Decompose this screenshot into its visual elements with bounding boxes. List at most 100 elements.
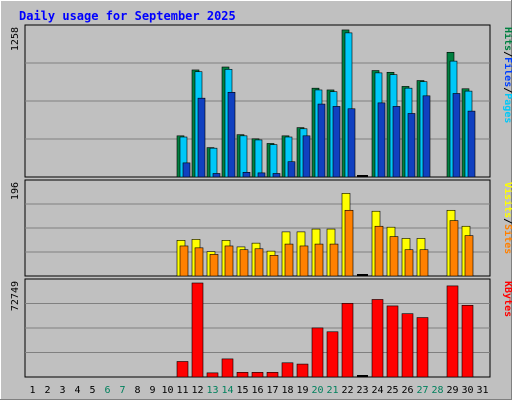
bar-visits-sites-sites-day-22	[344, 209, 354, 277]
bar-hits-files-pages-pages-day-18	[287, 161, 296, 178]
bar-hits-files-pages-pages-day-30	[467, 110, 476, 178]
bar-hits-files-pages-pages-day-17	[272, 173, 281, 178]
bar-visits-sites-sites-day-27	[419, 249, 429, 277]
bar-empty-marker-day-23	[357, 175, 368, 177]
x-tick-day-5: 5	[89, 385, 95, 396]
bar-kbytes-kbytes-day-18	[281, 362, 294, 378]
legend-separator: /	[502, 87, 512, 93]
bar-hits-files-pages-files-day-16	[254, 139, 263, 178]
bar-visits-sites-sites-day-16	[254, 248, 264, 277]
bar-visits-sites-sites-day-24	[374, 225, 384, 277]
legend-item-files: Files	[502, 57, 512, 87]
chart-title: Daily usage for September 2025	[19, 9, 236, 23]
bar-hits-files-pages-pages-day-21	[332, 106, 341, 178]
x-tick-day-19: 19	[296, 385, 308, 396]
x-tick-day-8: 8	[134, 385, 140, 396]
panel-max-label: 72749	[10, 281, 21, 311]
x-axis-labels: 1 2 3 4 5 6 7 8 9 10 11 12 13 14 15 16 17 18 19 20 21 22 23 24 2…	[29, 385, 488, 396]
bar-visits-sites-sites-day-29	[449, 220, 459, 277]
chart-panels: 1258 196 72749	[10, 24, 491, 378]
x-tick-day-25: 25	[386, 385, 398, 396]
x-tick-day-12: 12	[191, 385, 203, 396]
x-tick-day-22: 22	[341, 385, 353, 396]
x-tick-day-30: 30	[461, 385, 473, 396]
legend-separator: /	[502, 218, 512, 224]
x-tick-day-1: 1	[29, 385, 35, 396]
bar-kbytes-kbytes-day-22	[341, 303, 354, 378]
bar-visits-sites-sites-day-14	[224, 245, 234, 277]
bar-kbytes-kbytes-day-27	[416, 317, 429, 378]
x-tick-day-18: 18	[281, 385, 293, 396]
x-tick-day-20: 20	[311, 385, 323, 396]
x-tick-day-15: 15	[236, 385, 248, 396]
bar-kbytes-kbytes-day-14	[221, 358, 234, 378]
bar-kbytes-kbytes-day-29	[446, 285, 459, 378]
bar-kbytes-kbytes-day-19	[296, 363, 309, 378]
x-tick-day-16: 16	[251, 385, 263, 396]
bar-hits-files-pages-pages-day-22	[347, 108, 356, 178]
legend-item-visits: Visits	[502, 182, 512, 218]
bar-hits-files-pages-pages-day-27	[422, 95, 431, 178]
legend-hits-files-pages: Hits/Files/Pages	[502, 27, 512, 123]
x-tick-day-11: 11	[176, 385, 188, 396]
bar-kbytes-kbytes-day-25	[386, 305, 399, 378]
legend-item-sites: Sites	[502, 224, 512, 254]
panel-kbytes: 72749	[10, 278, 491, 378]
legend-item-pages: Pages	[502, 93, 512, 123]
x-tick-day-9: 9	[149, 385, 155, 396]
bar-visits-sites-sites-day-18	[284, 243, 294, 277]
bar-visits-sites-sites-day-30	[464, 235, 474, 277]
bar-hits-files-pages-pages-day-15	[242, 171, 251, 178]
bar-visits-sites-sites-day-20	[314, 243, 324, 277]
x-tick-day-3: 3	[59, 385, 65, 396]
bar-hits-files-pages-files-day-13	[209, 147, 218, 178]
x-tick-day-6: 6	[104, 385, 110, 396]
bar-visits-sites-sites-day-25	[389, 236, 399, 277]
bar-hits-files-pages-pages-day-29	[452, 93, 461, 178]
bar-hits-files-pages-pages-day-20	[317, 103, 326, 178]
legend-visits-sites: Visits/Sites	[502, 182, 512, 254]
bar-kbytes-kbytes-day-20	[311, 327, 324, 378]
panel-max-label: 196	[10, 182, 21, 200]
bar-empty-marker-day-23	[357, 274, 368, 276]
panel-visits-sites: 196	[10, 179, 491, 277]
bar-visits-sites-sites-day-21	[329, 243, 339, 277]
x-tick-day-24: 24	[371, 385, 383, 396]
x-tick-day-29: 29	[446, 385, 458, 396]
bar-kbytes-kbytes-day-16	[251, 372, 264, 378]
bar-visits-sites-sites-day-19	[299, 245, 309, 277]
x-tick-day-27: 27	[416, 385, 428, 396]
x-tick-day-2: 2	[44, 385, 50, 396]
bar-hits-files-pages-pages-day-11	[182, 162, 191, 178]
bar-hits-files-pages-pages-day-24	[377, 102, 386, 178]
bar-visits-sites-sites-day-12	[194, 247, 204, 277]
panel-max-label: 1258	[10, 27, 21, 51]
bar-hits-files-pages-files-day-17	[269, 144, 278, 178]
panel-hits-files-pages: 1258	[10, 24, 491, 178]
bar-visits-sites-sites-day-17	[269, 255, 279, 277]
bar-visits-sites-sites-day-13	[209, 254, 219, 277]
bar-kbytes-kbytes-day-26	[401, 313, 414, 378]
x-tick-day-7: 7	[119, 385, 125, 396]
bar-hits-files-pages-pages-day-26	[407, 113, 416, 178]
bar-hits-files-pages-pages-day-25	[392, 106, 401, 178]
x-tick-day-28: 28	[431, 385, 443, 396]
legend-item-hits: Hits	[502, 27, 512, 51]
x-tick-day-26: 26	[401, 385, 413, 396]
bar-hits-files-pages-pages-day-16	[257, 172, 266, 178]
bar-hits-files-pages-pages-day-13	[212, 173, 221, 178]
bar-visits-sites-sites-day-11	[179, 245, 189, 277]
x-tick-day-13: 13	[206, 385, 218, 396]
bar-kbytes-kbytes-day-12	[191, 282, 204, 378]
x-tick-day-17: 17	[266, 385, 278, 396]
x-tick-day-23: 23	[356, 385, 368, 396]
legend-separator: /	[502, 51, 512, 57]
bar-kbytes-kbytes-day-21	[326, 331, 339, 378]
bar-hits-files-pages-pages-day-19	[302, 135, 311, 178]
bar-kbytes-kbytes-day-17	[266, 372, 279, 378]
bar-hits-files-pages-files-day-15	[239, 135, 248, 178]
